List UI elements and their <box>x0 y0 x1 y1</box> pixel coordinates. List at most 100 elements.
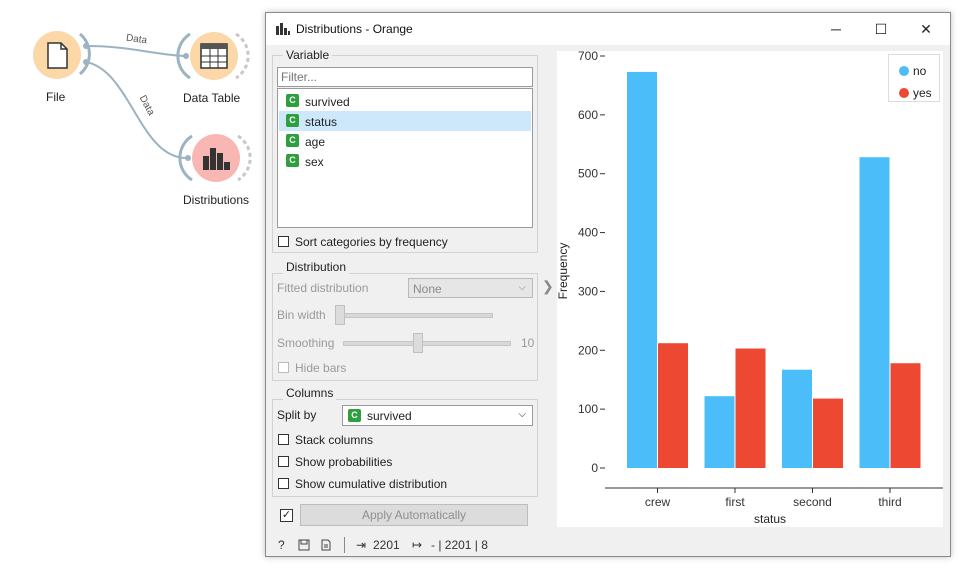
variable-name: age <box>305 135 326 149</box>
categorical-icon: C <box>286 154 299 167</box>
input-icon: ⇥ <box>356 538 367 552</box>
save-icon[interactable] <box>298 539 310 551</box>
y-tick-label: 400 <box>578 226 598 240</box>
bar-no-third <box>859 157 890 468</box>
bin-width-slider[interactable] <box>341 313 493 318</box>
legend-label-yes: yes <box>913 86 932 100</box>
legend-swatch-no <box>899 66 909 76</box>
input-count: 2201 <box>373 538 400 552</box>
file-node-circle[interactable] <box>33 31 81 79</box>
hide-bars-label: Hide bars <box>295 361 347 375</box>
close-button[interactable]: ✕ <box>920 21 932 37</box>
legend-label-no: no <box>913 64 927 78</box>
x-tick-label: first <box>725 495 745 509</box>
y-tick-label: 300 <box>578 284 598 298</box>
bar-yes-third <box>890 363 921 468</box>
help-icon[interactable]: ? <box>278 538 285 552</box>
chevron-down-icon: ⌵ <box>518 409 526 420</box>
filter-input[interactable] <box>277 67 533 87</box>
distributions-app-icon <box>276 23 290 35</box>
categorical-icon: C <box>286 94 299 107</box>
workflow-links <box>78 32 252 182</box>
bar-no-crew <box>627 71 657 469</box>
show-cumulative-label: Show cumulative distribution <box>295 477 448 491</box>
distributions-window: Distributions - Orange ─ ☐ ✕ Variable C … <box>265 12 951 557</box>
smoothing-slider-handle[interactable] <box>413 333 423 353</box>
sort-categories-label: Sort categories by frequency <box>295 235 448 249</box>
list-item[interactable]: C survived <box>279 91 531 111</box>
table-icon <box>200 43 228 69</box>
file-icon <box>47 42 68 69</box>
output-icon: ↦ <box>412 538 423 552</box>
fitted-distribution-combo[interactable]: None ⌵ <box>408 278 533 298</box>
x-tick-label: second <box>793 495 832 509</box>
split-by-label: Split by <box>277 408 317 422</box>
apply-automatically-checkbox[interactable]: ✓ <box>280 509 293 522</box>
x-tick-label: third <box>878 495 901 509</box>
fitted-distribution-value: None <box>413 282 442 296</box>
y-tick-label: 100 <box>578 402 598 416</box>
smoothing-value: 10 <box>521 336 535 350</box>
report-icon[interactable] <box>320 539 332 551</box>
show-probabilities-label: Show probabilities <box>295 455 393 469</box>
status-bar: ? ⇥ 2201 ↦ - | 2201 | 8 <box>266 534 950 556</box>
y-tick-label: 700 <box>578 51 598 63</box>
bar-chart: 0 100 200 300 400 500 600 700 crew first second thi… <box>556 49 943 526</box>
show-probabilities-checkbox[interactable] <box>278 456 289 467</box>
split-by-combo[interactable]: C survived ⌵ <box>342 405 533 426</box>
plot-area[interactable]: 0 100 200 300 400 500 600 700 crew first second thi… <box>556 49 943 527</box>
stack-columns-label: Stack columns <box>295 433 374 447</box>
y-tick-label: 500 <box>578 167 598 181</box>
file-node-label: File <box>46 90 66 104</box>
chevron-right-icon[interactable]: ❯ <box>542 278 554 294</box>
maximize-button[interactable]: ☐ <box>874 21 888 37</box>
bin-width-slider-handle[interactable] <box>335 305 345 325</box>
columns-section-title: Columns <box>283 386 337 400</box>
bin-width-label: Bin width <box>277 308 326 322</box>
data-table-node-circle[interactable] <box>190 32 238 80</box>
bar-yes-first <box>735 348 766 468</box>
categorical-icon: C <box>286 134 299 147</box>
sort-categories-checkbox[interactable] <box>278 236 289 247</box>
bar-no-second <box>782 369 812 468</box>
link-file-datatable[interactable] <box>85 45 185 57</box>
y-tick-label: 600 <box>578 108 598 122</box>
smoothing-label: Smoothing <box>277 336 335 350</box>
distribution-group <box>272 273 538 381</box>
distributions-node-label: Distributions <box>183 193 250 207</box>
columns-group <box>272 399 538 497</box>
title-bar[interactable]: Distributions - Orange ─ ☐ ✕ <box>266 13 950 45</box>
list-item[interactable]: C age <box>279 131 531 151</box>
y-tick-label: 0 <box>591 461 598 475</box>
stack-columns-checkbox[interactable] <box>278 434 289 445</box>
link-file-distributions[interactable] <box>85 61 187 159</box>
output-summary: - | 2201 | 8 <box>431 538 488 552</box>
variable-list[interactable]: C survived C status C age C sex <box>277 88 533 228</box>
minimize-button[interactable]: ─ <box>831 21 841 37</box>
apply-button[interactable]: Apply Automatically <box>300 504 528 526</box>
list-item[interactable]: C sex <box>279 151 531 171</box>
workflow-canvas[interactable]: Data Data File Data Table <box>0 0 265 583</box>
show-cumulative-checkbox[interactable] <box>278 478 289 489</box>
variable-name: sex <box>305 155 324 169</box>
window-title: Distributions - Orange <box>296 22 413 36</box>
distributions-node-circle[interactable] <box>192 134 240 182</box>
distribution-section-title: Distribution <box>283 260 350 274</box>
variable-name: status <box>305 115 338 129</box>
legend: no yes <box>888 54 940 102</box>
categorical-icon: C <box>286 114 299 127</box>
x-axis-title: status <box>754 512 786 526</box>
variable-name: survived <box>305 95 350 109</box>
split-by-value: survived <box>367 409 412 423</box>
x-tick-label: crew <box>645 495 671 509</box>
y-axis-title: Frequency <box>557 243 570 300</box>
chevron-down-icon: ⌵ <box>518 282 526 293</box>
list-item[interactable]: C status <box>279 111 531 131</box>
legend-swatch-yes <box>899 88 909 98</box>
smoothing-slider[interactable] <box>343 341 511 346</box>
variable-group <box>272 55 538 253</box>
bar-yes-second <box>813 398 843 468</box>
categorical-icon: C <box>348 409 361 422</box>
hide-bars-checkbox[interactable] <box>278 362 289 373</box>
bar-yes-crew <box>658 343 688 468</box>
